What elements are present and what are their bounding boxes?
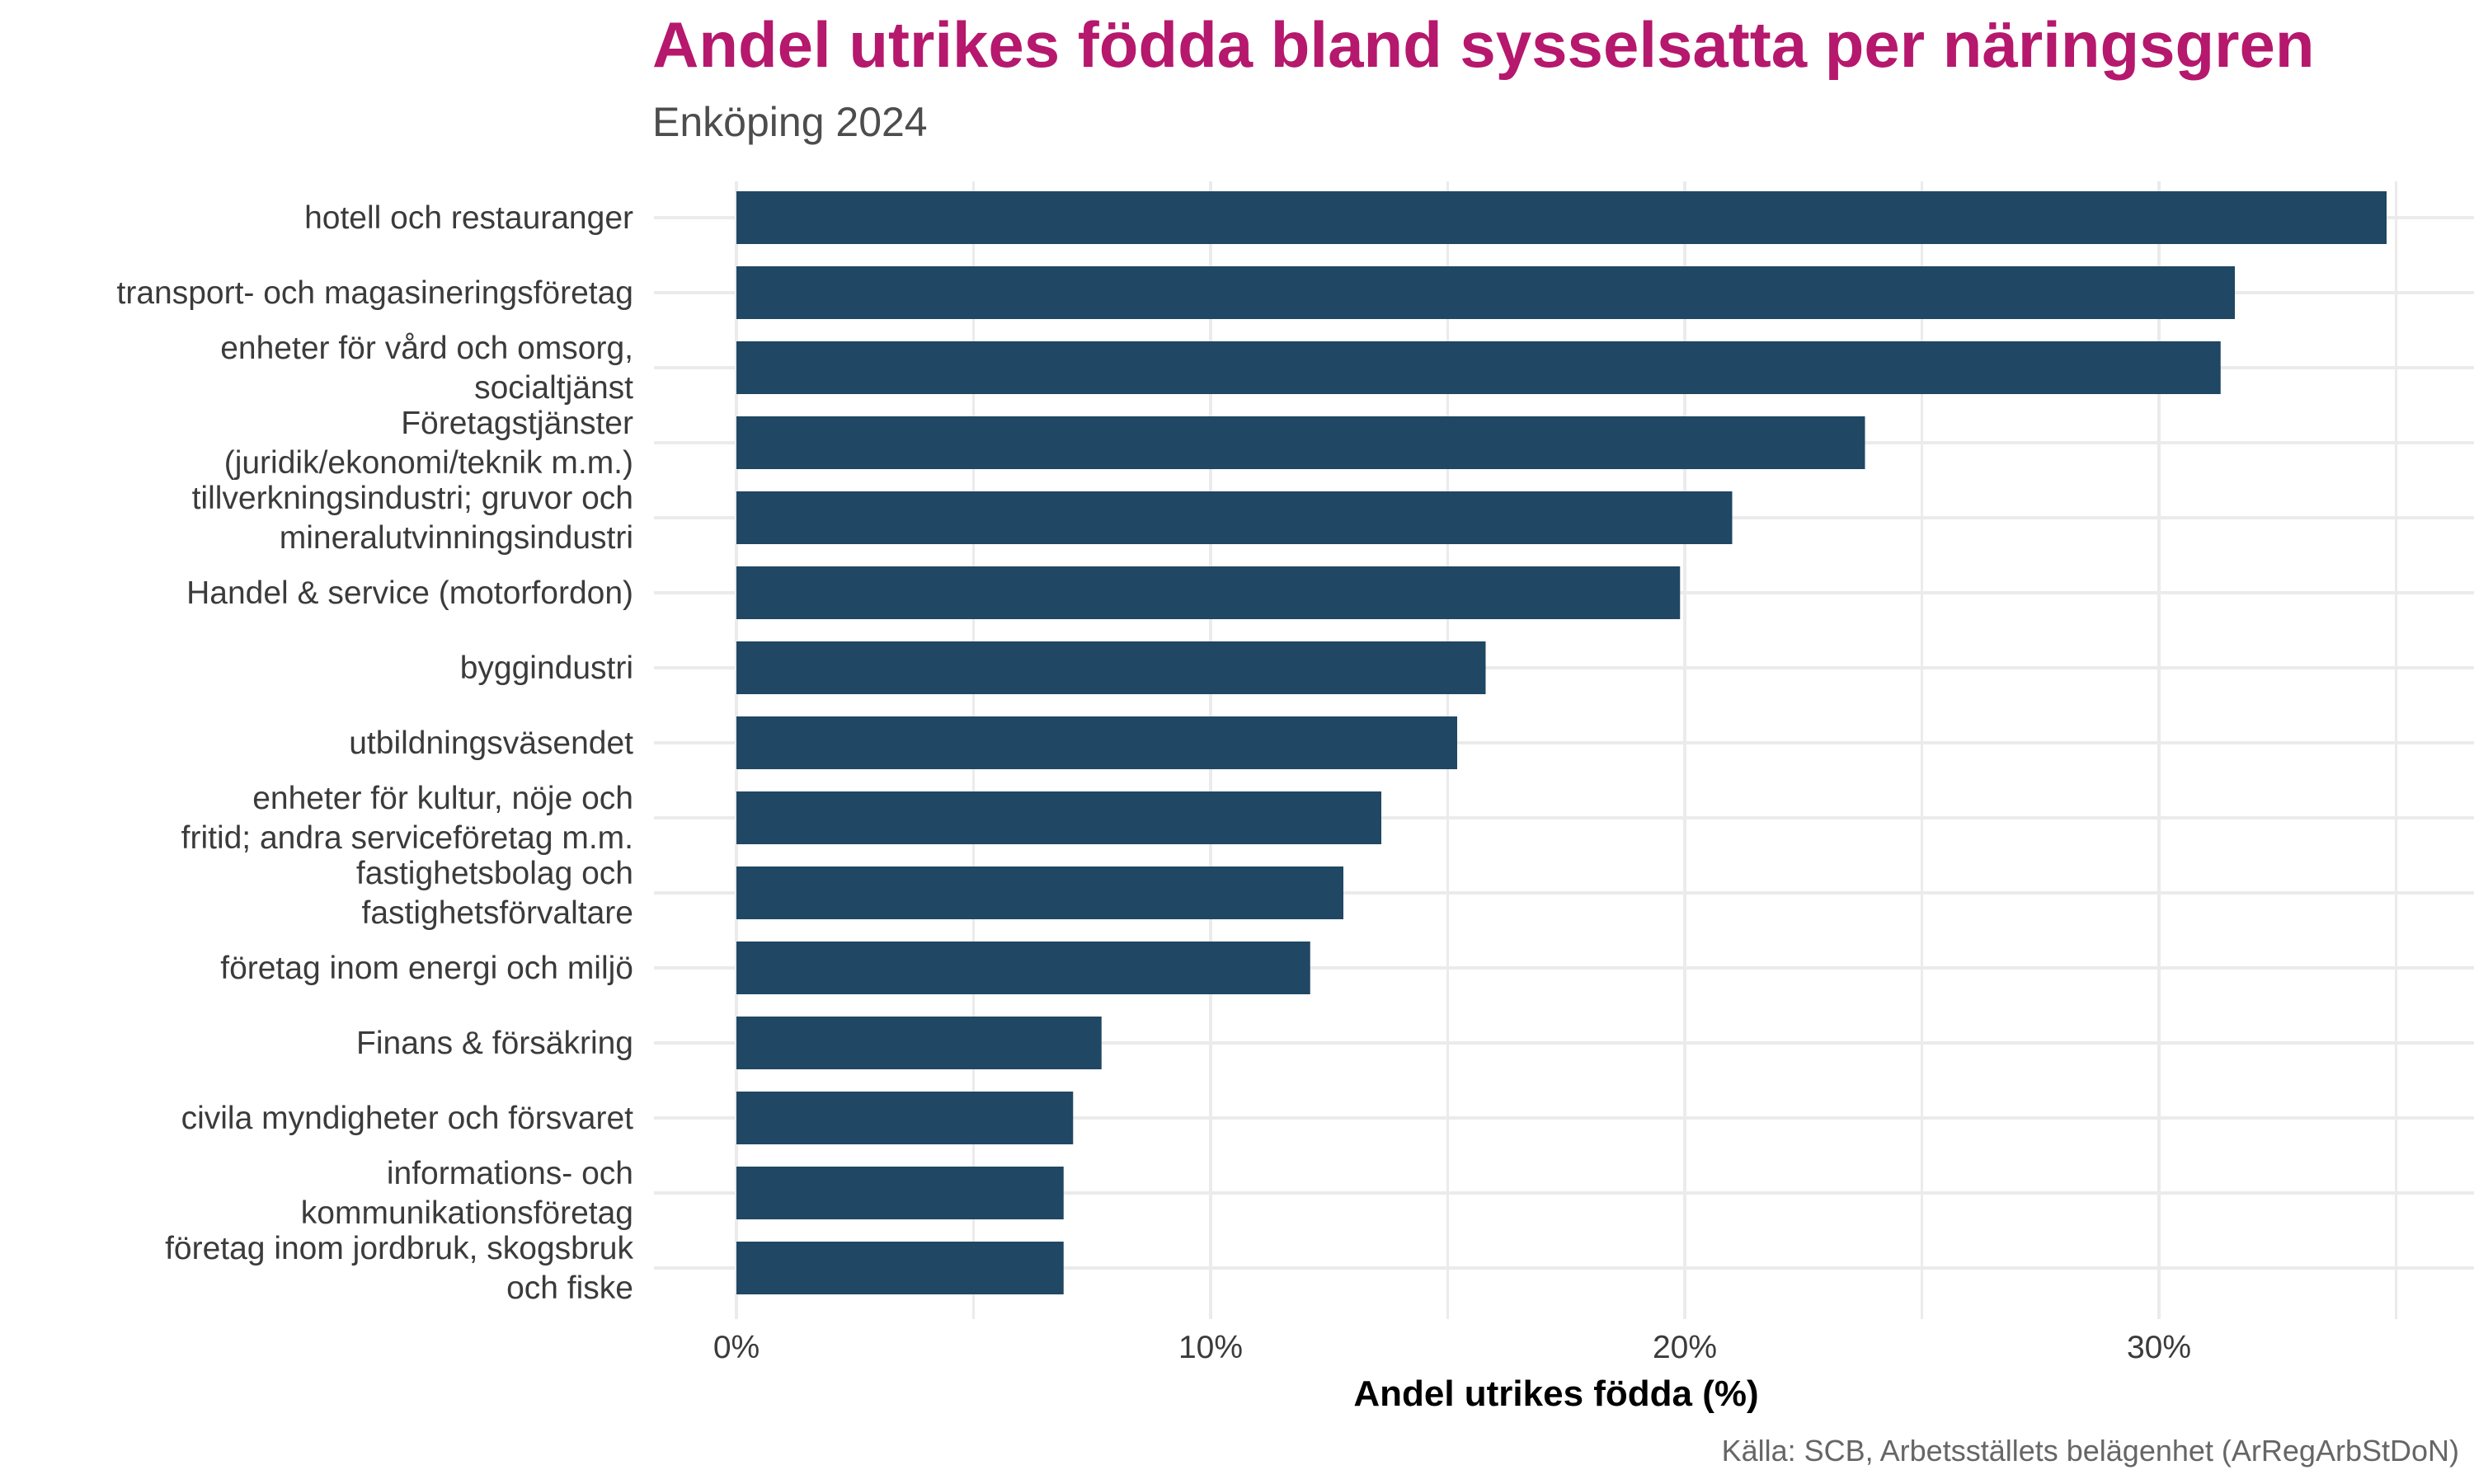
chart-subtitle: Enköping 2024 xyxy=(652,99,928,145)
source-note: Källa: SCB, Arbetsställets belägenhet (A… xyxy=(1721,1434,2459,1468)
category-label: enheter för kultur, nöje och fritid; andr… xyxy=(181,781,633,856)
category-label-line: enheter för kultur, nöje och xyxy=(252,781,633,816)
category-label: Handel & service (motorfordon) xyxy=(186,575,633,611)
bars-layer xyxy=(736,191,2387,1294)
category-label-line: Handel & service (motorfordon) xyxy=(186,575,633,611)
category-label: enheter för vård och omsorg, socialtjänst xyxy=(220,331,633,406)
bar xyxy=(736,1017,1102,1069)
category-label: civila myndigheter och försvaret xyxy=(181,1101,634,1136)
x-tick-label: 10% xyxy=(1178,1330,1243,1365)
category-label: byggindustri xyxy=(460,650,633,686)
category-label-line: byggindustri xyxy=(460,650,633,686)
category-label: företag inom jordbruk, skogsbruk och fisk… xyxy=(165,1231,633,1306)
category-label-line: civila myndigheter och försvaret xyxy=(181,1101,634,1136)
category-label-line: företag inom jordbruk, skogsbruk xyxy=(165,1231,633,1266)
category-labels: hotell och restauranger transport- och ma… xyxy=(117,200,634,1306)
category-label-line: socialtjänst xyxy=(474,370,633,406)
category-label: Företagstjänster (juridik/ekonomi/teknik … xyxy=(224,406,633,481)
bar xyxy=(736,791,1381,844)
bar xyxy=(736,1092,1074,1144)
category-label-line: kommunikationsföretag xyxy=(301,1195,633,1231)
bar xyxy=(736,1167,1064,1219)
category-label: informations- och kommunikationsföretag xyxy=(301,1156,633,1231)
x-tick-label: 0% xyxy=(713,1330,760,1365)
category-label-line: informations- och xyxy=(387,1156,633,1191)
x-tick-label: 20% xyxy=(1653,1330,1717,1365)
category-label: tillverkningsindustri; gruvor och mineral… xyxy=(192,481,633,556)
chart-title: Andel utrikes födda bland sysselsatta pe… xyxy=(652,8,2315,81)
bar xyxy=(736,341,2221,394)
bar xyxy=(736,942,1310,994)
bar xyxy=(736,491,1733,544)
category-label-line: hotell och restauranger xyxy=(304,200,633,236)
category-label-line: Företagstjänster xyxy=(401,406,633,441)
category-label-line: transport- och magasineringsföretag xyxy=(117,275,634,311)
category-label-line: fritid; andra serviceföretag m.m. xyxy=(181,820,633,856)
category-label-line: utbildningsväsendet xyxy=(349,726,633,761)
bar xyxy=(736,566,1681,619)
category-label-line: Finans & försäkring xyxy=(356,1026,633,1061)
bar xyxy=(736,641,1486,694)
category-label-line: fastighetsbolag och xyxy=(356,856,633,891)
category-label-line: (juridik/ekonomi/teknik m.m.) xyxy=(224,445,633,481)
category-label: företag inom energi och miljö xyxy=(220,951,633,986)
category-label-line: fastighetsförvaltare xyxy=(361,895,633,931)
category-label: hotell och restauranger xyxy=(304,200,633,236)
x-tick-label: 30% xyxy=(2127,1330,2191,1365)
category-label: utbildningsväsendet xyxy=(349,726,633,761)
category-label: transport- och magasineringsföretag xyxy=(117,275,634,311)
bar xyxy=(736,416,1865,469)
x-axis-title: Andel utrikes födda (%) xyxy=(1353,1374,1758,1414)
bar xyxy=(736,191,2387,244)
bar xyxy=(736,1242,1064,1294)
category-label-line: tillverkningsindustri; gruvor och xyxy=(192,481,633,516)
category-label: Finans & försäkring xyxy=(356,1026,633,1061)
x-tick-labels: 0% 10% 20% 30% xyxy=(713,1330,2191,1365)
category-label-line: företag inom energi och miljö xyxy=(220,951,633,986)
bar xyxy=(736,266,2235,319)
category-label-line: mineralutvinningsindustri xyxy=(280,520,633,556)
bar xyxy=(736,716,1457,769)
category-label: fastighetsbolag och fastighetsförvaltare xyxy=(356,856,633,931)
category-label-line: och fiske xyxy=(506,1270,633,1306)
bar xyxy=(736,866,1343,919)
category-label-line: enheter för vård och omsorg, xyxy=(220,331,633,366)
